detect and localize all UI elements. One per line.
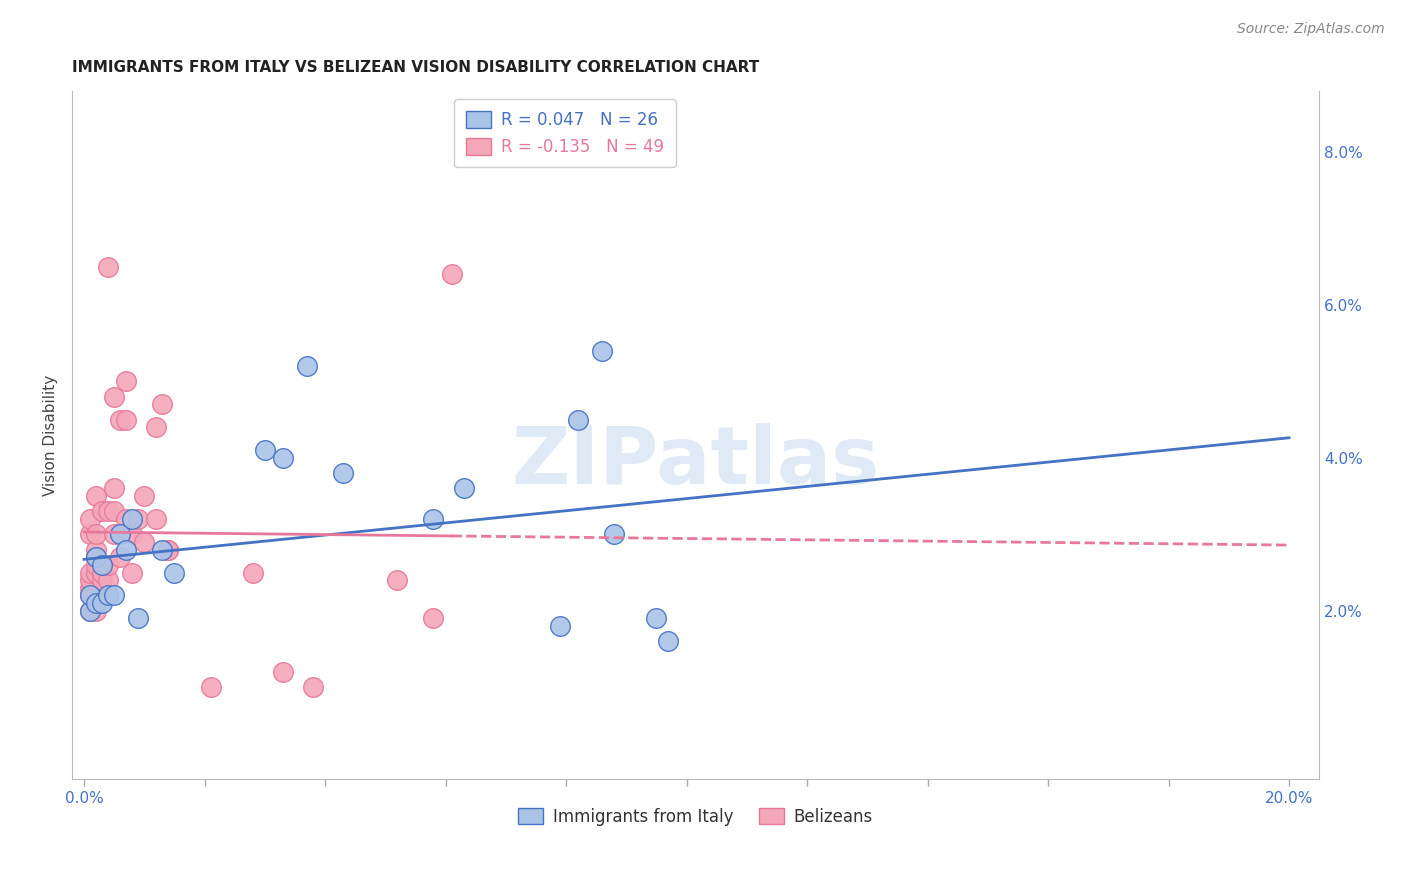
Point [150,542,173,557]
Point [91,596,114,610]
Point [453,482,475,496]
Point [134,535,156,549]
Point [150,397,173,411]
Point [271,665,294,679]
Point [127,611,149,625]
Point [97,589,120,603]
Point [115,542,138,557]
Point [603,527,626,541]
Point [79,566,101,580]
Point [79,527,101,541]
Point [91,573,114,587]
Point [115,375,138,389]
Point [79,573,101,587]
Point [97,558,120,572]
Point [157,542,180,557]
Point [79,604,101,618]
Point [591,343,613,358]
Point [115,512,138,526]
Point [79,589,101,603]
Point [645,611,668,625]
Point [157,542,180,557]
Point [79,512,101,526]
Point [97,260,120,274]
Point [295,359,318,374]
Point [97,504,120,518]
Point [103,482,125,496]
Point [134,489,156,503]
Point [84,542,107,557]
Point [548,619,571,633]
Point [163,566,186,580]
Point [332,466,354,480]
Point [103,504,125,518]
Point [79,589,101,603]
Point [127,512,149,526]
Point [103,527,125,541]
Point [200,680,222,694]
Point [84,604,107,618]
Point [302,680,325,694]
Point [97,573,120,587]
Point [121,527,143,541]
Point [145,512,167,526]
Point [145,420,167,434]
Point [121,512,143,526]
Point [84,550,107,565]
Legend: Immigrants from Italy, Belizeans: Immigrants from Italy, Belizeans [512,801,880,832]
Point [79,604,101,618]
Point [271,450,294,465]
Point [103,589,125,603]
Point [84,489,107,503]
Point [108,527,131,541]
Point [567,413,589,427]
Text: ZIPatlas: ZIPatlas [512,424,880,501]
Point [91,589,114,603]
Point [84,596,107,610]
Point [422,512,444,526]
Point [242,566,264,580]
Point [103,390,125,404]
Point [121,566,143,580]
Point [108,413,131,427]
Point [115,413,138,427]
Point [79,581,101,595]
Point [253,443,276,458]
Point [91,558,114,572]
Y-axis label: Vision Disability: Vision Disability [44,375,58,496]
Point [387,573,409,587]
Point [84,527,107,541]
Point [91,504,114,518]
Point [84,558,107,572]
Point [440,268,463,282]
Point [657,634,679,648]
Point [422,611,444,625]
Point [91,566,114,580]
Point [84,550,107,565]
Point [84,566,107,580]
Text: Source: ZipAtlas.com: Source: ZipAtlas.com [1237,22,1385,37]
Point [84,589,107,603]
Text: IMMIGRANTS FROM ITALY VS BELIZEAN VISION DISABILITY CORRELATION CHART: IMMIGRANTS FROM ITALY VS BELIZEAN VISION… [72,60,759,75]
Point [108,550,131,565]
